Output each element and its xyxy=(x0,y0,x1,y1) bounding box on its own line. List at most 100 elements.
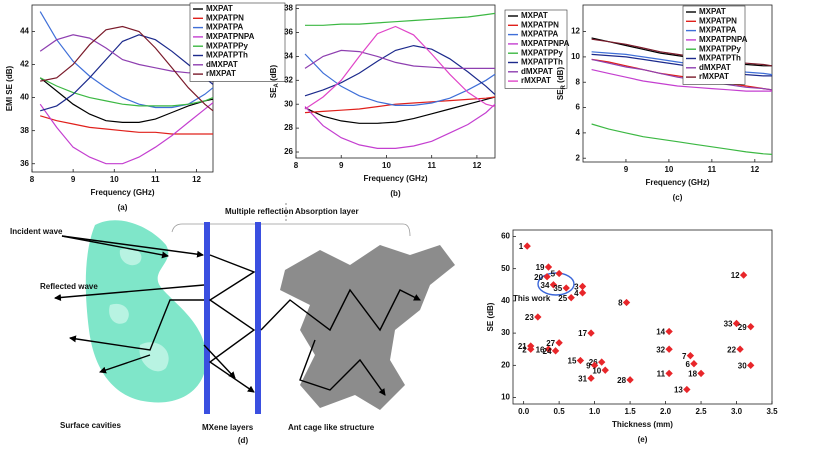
y-tick-label: 10 xyxy=(501,393,510,402)
x-tick-label: 0.5 xyxy=(554,407,566,416)
point xyxy=(598,358,606,366)
series-line xyxy=(39,77,214,107)
legend-label: MXPATPTh xyxy=(206,51,248,60)
y-axis-label: SE (dB) xyxy=(486,302,495,331)
point-label: 19 xyxy=(536,263,545,272)
legend-label: MXPATPPy xyxy=(699,44,741,53)
point xyxy=(683,385,691,394)
y-axis-label-part: A xyxy=(274,82,280,87)
diagram: Multiple reflection Absorption layer Inc… xyxy=(10,203,455,445)
point xyxy=(747,322,755,331)
point-label: 24 xyxy=(543,347,552,356)
y-tick-label: 44 xyxy=(20,27,29,36)
x-tick-label: 9 xyxy=(71,175,76,184)
legend-label: MXPATPTh xyxy=(699,54,741,63)
point-label: 28 xyxy=(617,376,626,385)
y-axis-label: SER (dB) xyxy=(556,67,566,101)
point xyxy=(665,345,673,353)
point xyxy=(601,366,609,374)
y-tick-label: 20 xyxy=(501,360,510,369)
caption: Ant cage like structure xyxy=(288,423,375,432)
y-axis-label-part: R xyxy=(561,84,567,89)
point-label: 20 xyxy=(534,273,543,282)
point xyxy=(622,298,631,307)
point xyxy=(555,339,563,347)
x-tick-label: 11 xyxy=(427,161,436,170)
point xyxy=(739,271,748,279)
panel-label: (d) xyxy=(238,436,249,445)
y-tick-label: 4 xyxy=(576,128,581,137)
legend-label: MXPATPTh xyxy=(521,58,563,67)
bracket xyxy=(171,223,411,237)
y-tick-label: 26 xyxy=(284,147,293,156)
legend-label: MXPATPN xyxy=(699,16,737,25)
legend-label: MXPATPPy xyxy=(521,48,563,57)
x-tick-label: 10 xyxy=(110,175,119,184)
legend-label: MXPATPNPA xyxy=(521,39,570,48)
point-label: 16 xyxy=(536,345,545,354)
point-label: 2 xyxy=(522,345,527,354)
legend-box xyxy=(682,5,746,85)
y-tick-label: 28 xyxy=(284,123,293,132)
point-label: 27 xyxy=(546,339,555,348)
mxene-layer xyxy=(204,222,210,414)
diagram-top-left: Multiple reflection xyxy=(225,207,294,216)
point-label: 15 xyxy=(568,357,577,366)
x-tick-label: 11 xyxy=(708,165,717,174)
arrow xyxy=(69,299,204,351)
legend-label: MXPATPPy xyxy=(206,41,248,50)
point xyxy=(747,361,755,370)
plot-frame xyxy=(512,229,773,405)
point xyxy=(544,263,553,271)
arrow xyxy=(54,284,205,301)
legend-label: MXPAT xyxy=(521,11,548,20)
x-tick-label: 0.0 xyxy=(518,407,530,416)
panel-label: (e) xyxy=(638,435,648,444)
point xyxy=(587,329,595,337)
point-label: 6 xyxy=(685,360,690,369)
point xyxy=(567,293,575,302)
y-axis-label-part: (dB) xyxy=(556,67,565,86)
plot-frame xyxy=(31,4,214,173)
series-line xyxy=(304,96,496,124)
point xyxy=(590,361,599,370)
ant-cage-shape xyxy=(280,245,455,410)
point xyxy=(543,273,551,281)
arrow xyxy=(61,235,204,258)
x-tick-label: 9 xyxy=(339,161,344,170)
x-axis-label: Frequency (GHz) xyxy=(90,188,154,197)
point xyxy=(578,282,587,291)
y-tick-label: 30 xyxy=(501,328,510,337)
plot-frame xyxy=(295,4,496,159)
point-label: 25 xyxy=(558,294,567,303)
point-label: 9 xyxy=(586,361,591,370)
x-tick-label: 12 xyxy=(750,165,759,174)
legend-label: MXPAT xyxy=(699,7,726,16)
point-label: 12 xyxy=(731,271,740,280)
y-tick-label: 34 xyxy=(284,52,293,61)
point xyxy=(551,347,560,355)
legend-label: MXPATPNPA xyxy=(699,35,748,44)
y-tick-label: 40 xyxy=(501,296,510,305)
point-label: 1 xyxy=(519,242,524,251)
diagram-top-right: Absorption layer xyxy=(295,207,359,216)
x-tick-label: 12 xyxy=(192,175,201,184)
series-line xyxy=(304,53,496,106)
point-label: 22 xyxy=(727,345,736,354)
legend-label: dMXPAT xyxy=(206,60,238,69)
point-label: 5 xyxy=(551,270,556,279)
x-tick-label: 9 xyxy=(624,165,629,174)
reflected-label: Reflected wave xyxy=(40,282,98,291)
point-label: 34 xyxy=(541,281,550,290)
plot-frame xyxy=(582,4,773,163)
arrow xyxy=(208,254,256,393)
caption: Surface cavities xyxy=(60,421,121,430)
point xyxy=(527,345,535,353)
series-line xyxy=(304,96,496,114)
point-label: 11 xyxy=(657,369,666,378)
series-line xyxy=(40,25,214,112)
y-axis-label-part: (dB) xyxy=(269,65,278,84)
arrow xyxy=(260,288,421,332)
point xyxy=(690,360,698,368)
